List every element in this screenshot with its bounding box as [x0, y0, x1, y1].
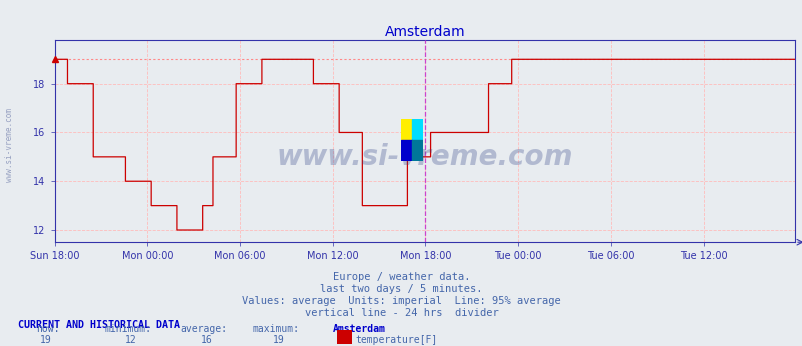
Text: www.si-vreme.com: www.si-vreme.com — [276, 143, 573, 171]
Text: Amsterdam: Amsterdam — [333, 324, 386, 334]
Title: Amsterdam: Amsterdam — [384, 25, 464, 39]
Text: now:: now: — [36, 324, 59, 334]
Bar — [400, 140, 411, 161]
Text: Values: average  Units: imperial  Line: 95% average: Values: average Units: imperial Line: 95… — [242, 296, 560, 306]
Text: 12: 12 — [124, 335, 136, 345]
Text: 19: 19 — [273, 335, 285, 345]
Text: www.si-vreme.com: www.si-vreme.com — [5, 108, 14, 182]
Text: vertical line - 24 hrs  divider: vertical line - 24 hrs divider — [304, 308, 498, 318]
Text: average:: average: — [180, 324, 228, 334]
Text: CURRENT AND HISTORICAL DATA: CURRENT AND HISTORICAL DATA — [18, 320, 180, 330]
Text: maximum:: maximum: — [253, 324, 300, 334]
Text: last two days / 5 minutes.: last two days / 5 minutes. — [320, 284, 482, 294]
Text: minimum:: minimum: — [104, 324, 152, 334]
Bar — [411, 140, 423, 161]
Bar — [400, 119, 411, 140]
Text: temperature[F]: temperature[F] — [355, 335, 437, 345]
Text: 19: 19 — [40, 335, 52, 345]
Bar — [411, 119, 423, 140]
Text: 16: 16 — [200, 335, 213, 345]
Text: Europe / weather data.: Europe / weather data. — [332, 272, 470, 282]
